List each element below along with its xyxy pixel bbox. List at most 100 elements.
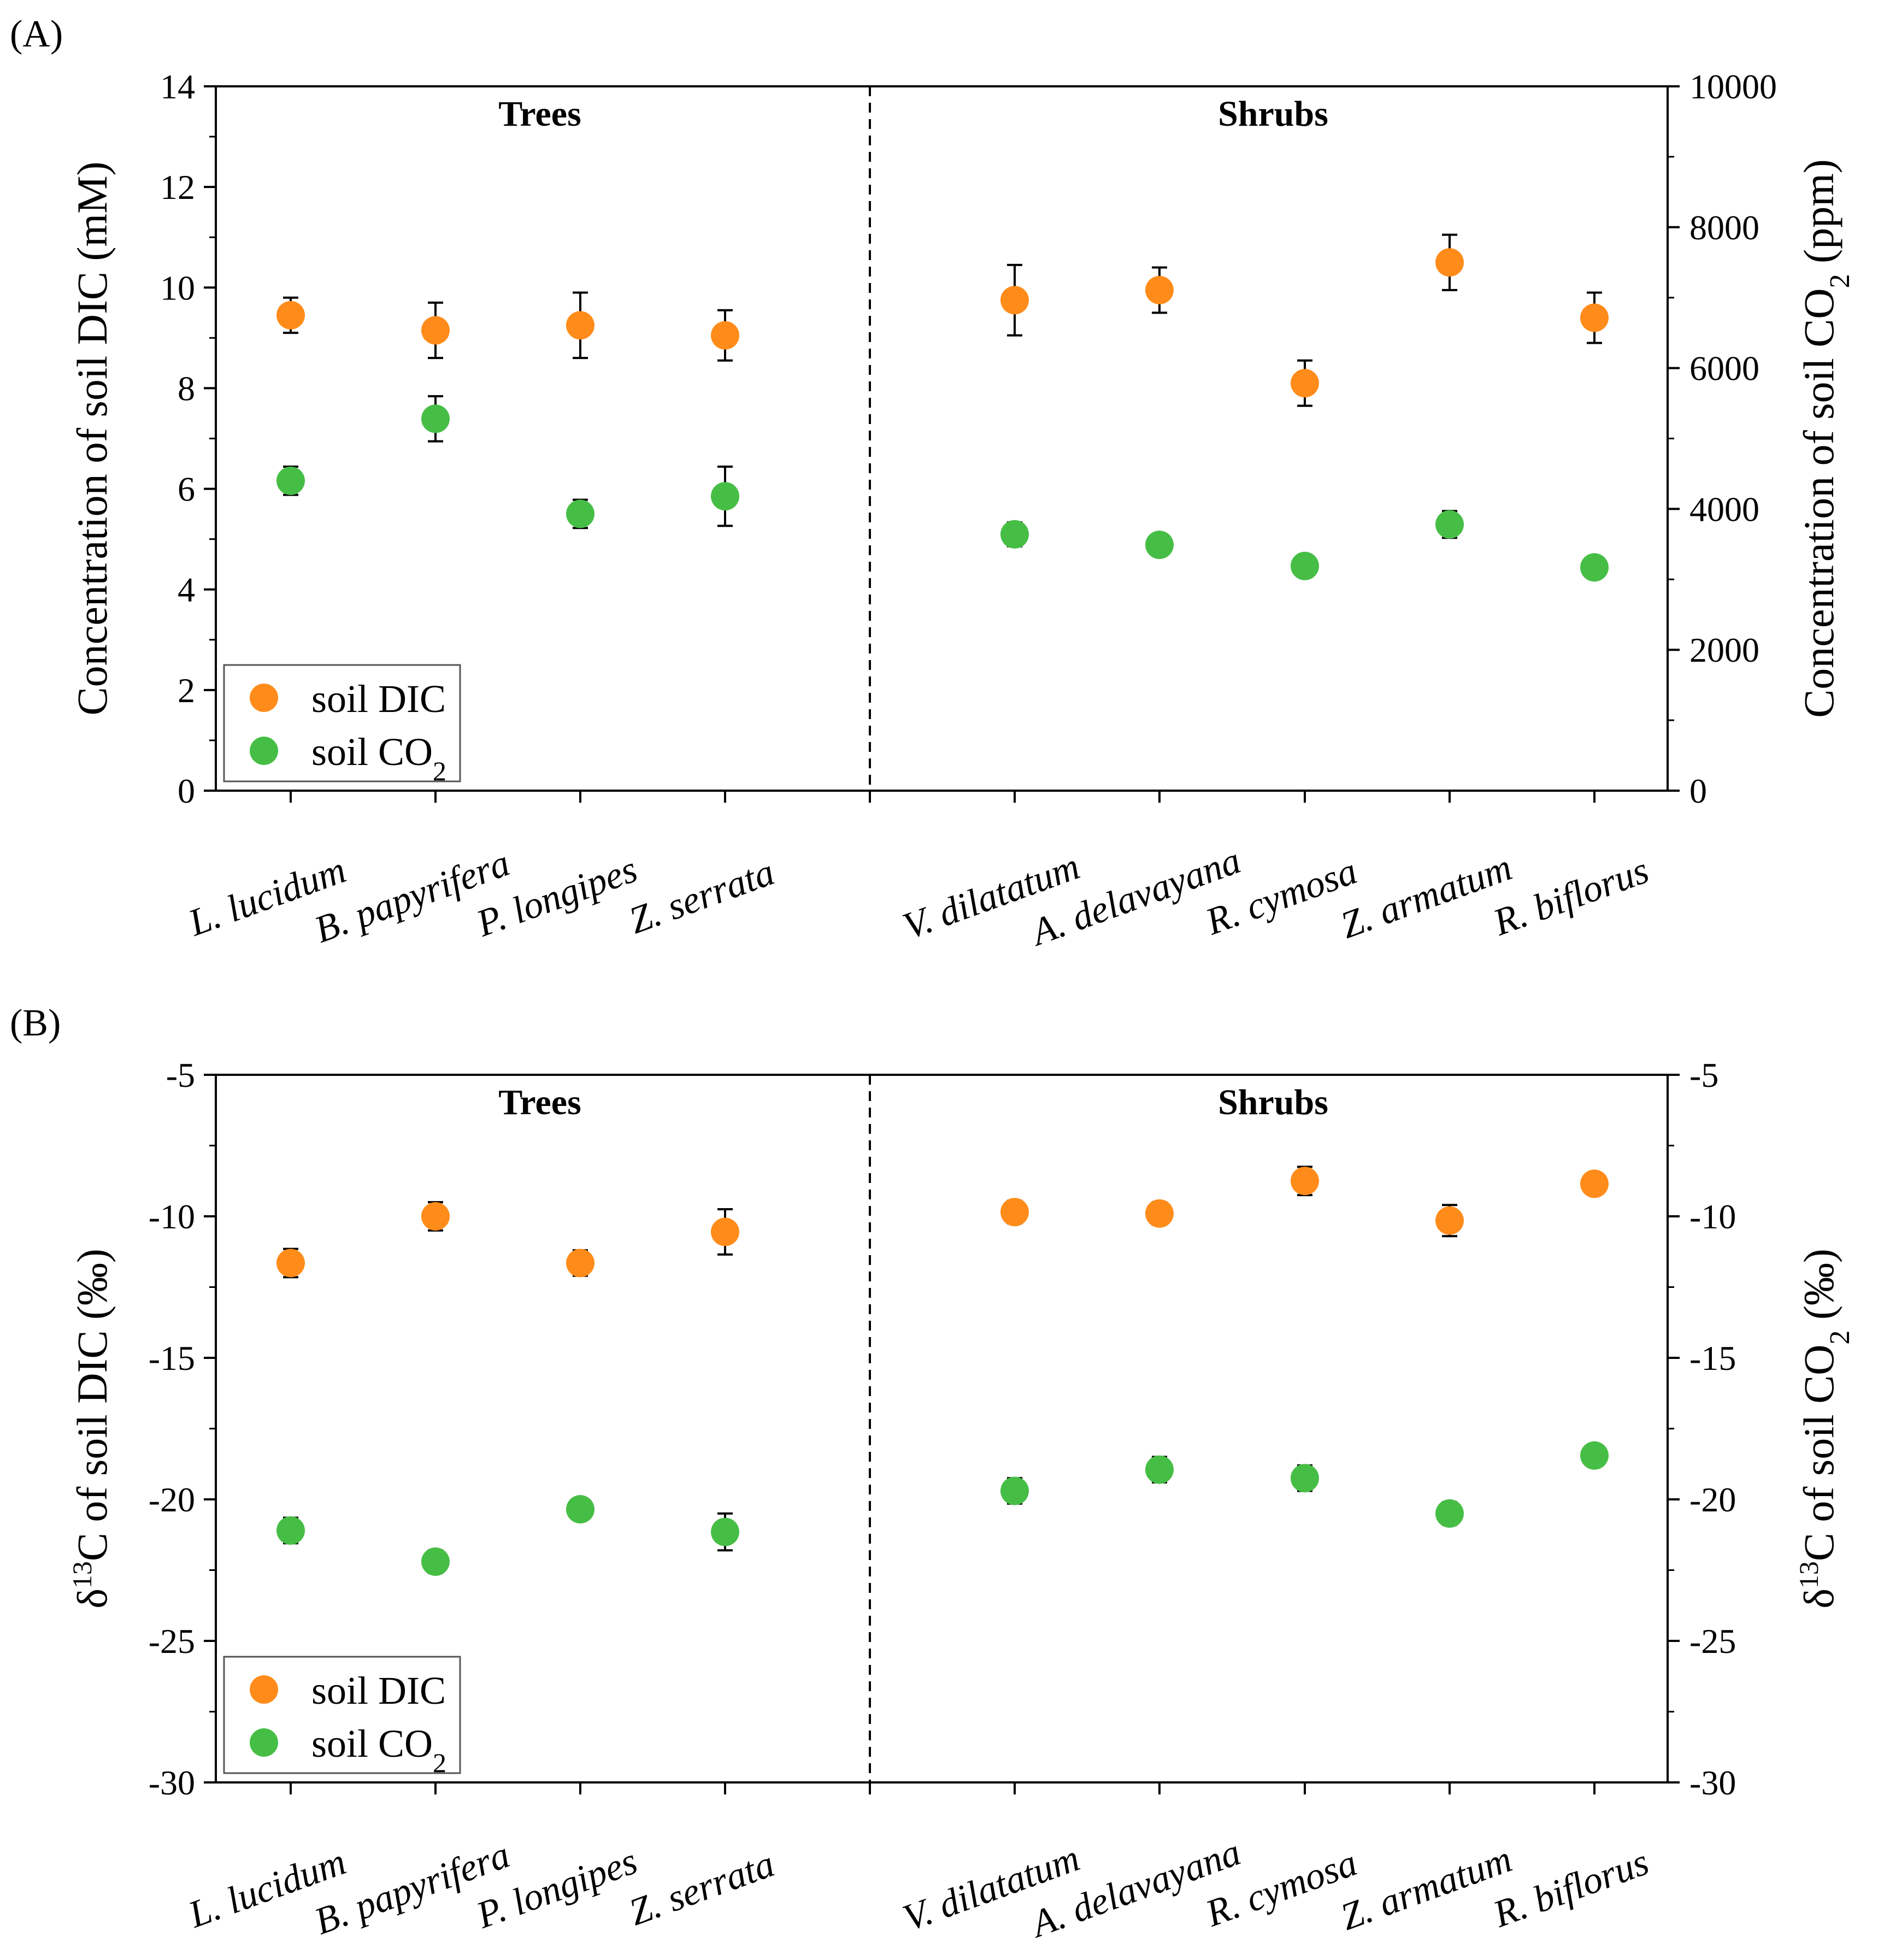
panel-label: (B) (10, 1002, 61, 1044)
group-label-trees: Trees (498, 1082, 581, 1122)
data-point (1435, 1499, 1464, 1528)
x-category-label: R. biflorus (1487, 849, 1654, 944)
data-point (1435, 1206, 1464, 1235)
y-tick-label-left: 6 (178, 470, 195, 509)
y-tick-label-left: 4 (178, 570, 195, 609)
y-tick-label-left: -10 (149, 1197, 195, 1236)
y-tick-label-right: -15 (1689, 1339, 1736, 1378)
data-point (566, 1249, 594, 1278)
data-point (1145, 531, 1174, 560)
data-point (1291, 551, 1319, 580)
data-point (711, 1517, 739, 1546)
y-tick-label-right: -30 (1689, 1763, 1736, 1802)
legend-label: soil DIC (311, 1669, 446, 1712)
data-point (711, 1217, 739, 1246)
data-point (566, 311, 594, 340)
group-label-trees: Trees (498, 94, 581, 134)
data-point (276, 466, 305, 495)
data-point (711, 482, 739, 511)
data-point (1580, 1169, 1609, 1198)
y-label-right-sub: 2 (1824, 274, 1856, 288)
legend-label: soil CO2 (311, 730, 446, 786)
data-point (1000, 286, 1029, 315)
y-tick-label-left: -25 (149, 1622, 195, 1661)
legend-label-main: soil DIC (311, 677, 446, 721)
y-label-right-sub: 2 (1824, 1331, 1856, 1345)
y-tick-label-left: -20 (149, 1480, 195, 1519)
data-point (421, 316, 450, 345)
y-tick-label-right: 0 (1689, 772, 1707, 810)
y-tick-label-right: 8000 (1689, 208, 1759, 247)
x-category-label: Z. serrata (623, 1843, 780, 1934)
data-point (421, 1202, 450, 1231)
y-tick-label-right: -10 (1689, 1197, 1736, 1236)
y-label-main: C of soil DIC (‰) (68, 1249, 116, 1561)
y-tick-label-right: -25 (1689, 1622, 1736, 1661)
y-label-right-sup: 13 (1793, 1561, 1824, 1588)
y-tick-label-left: 14 (160, 67, 195, 106)
data-point (276, 1249, 305, 1278)
data-point (566, 499, 594, 528)
x-category-label: R. biflorus (1487, 1841, 1654, 1936)
y-label-sup: 13 (67, 1561, 97, 1588)
legend-marker (250, 1675, 278, 1704)
data-point (1000, 1198, 1029, 1227)
data-point (1000, 520, 1029, 549)
data-point (1145, 275, 1174, 304)
legend-marker (250, 684, 278, 712)
y-label-right-pre: δ (1795, 1588, 1842, 1609)
y-tick-label-right: -5 (1689, 1056, 1718, 1094)
legend-label-main: soil CO (311, 1722, 433, 1765)
x-category-label: Z. armatum (1335, 1838, 1517, 1939)
y-axis-label-right: Concentration of soil CO2 (ppm) (1795, 159, 1856, 718)
panel-label: (A) (10, 13, 63, 55)
legend-label-sub: 2 (433, 756, 446, 786)
y-tick-label-left: 0 (178, 772, 195, 810)
y-tick-label-left: 10 (160, 268, 195, 307)
x-category-label: Z. serrata (623, 851, 780, 942)
y-label-pre: δ (68, 1588, 116, 1609)
data-point (1580, 553, 1609, 582)
y-tick-label-right: 10000 (1689, 67, 1777, 106)
legend-marker (250, 1728, 278, 1757)
data-point (421, 1547, 450, 1576)
data-point (1145, 1455, 1174, 1484)
data-point (421, 404, 450, 433)
data-point (1291, 369, 1319, 398)
legend-label: soil DIC (311, 677, 446, 721)
data-point (1580, 303, 1609, 332)
y-tick-label-left: 2 (178, 671, 195, 710)
data-point (566, 1495, 594, 1524)
data-point (1435, 510, 1464, 539)
group-label-shrubs: Shrubs (1218, 1082, 1328, 1122)
y-tick-label-right: 2000 (1689, 631, 1759, 669)
data-point (276, 301, 305, 329)
y-label-right-tail: (‰) (1795, 1249, 1842, 1330)
x-category-label: Z. armatum (1335, 846, 1517, 947)
data-point (711, 321, 739, 350)
panel-a: (A) Trees Shrubs 0 2 4 6 8 10 12 14 0 2000 4000 6000 80… (10, 13, 1856, 955)
group-label-shrubs: Shrubs (1218, 94, 1328, 134)
legend-label: soil CO2 (311, 1722, 446, 1778)
legend-marker (250, 737, 278, 765)
y-label-right-main: Concentration of soil CO (1795, 288, 1842, 717)
y-axis-label-left: Concentration of soil DIC (mM) (68, 162, 116, 716)
data-point (1000, 1476, 1029, 1505)
legend-label-main: soil CO (311, 730, 433, 774)
y-label-right-main: C of soil CO (1795, 1345, 1842, 1562)
data-point (1435, 248, 1464, 277)
y-axis-label-right: δ13C of soil CO2 (‰) (1793, 1249, 1856, 1609)
y-axis-label-left: δ13C of soil DIC (‰) (67, 1249, 116, 1609)
data-point (1291, 1464, 1319, 1493)
legend-label-sub: 2 (433, 1747, 446, 1778)
legend-label-main: soil DIC (311, 1669, 446, 1712)
y-tick-label-left: -5 (166, 1056, 195, 1094)
y-tick-label-left: -15 (149, 1339, 195, 1378)
y-tick-label-left: 12 (160, 168, 195, 207)
panel-b: (B) Trees Shrubs -30 -25 -20 -15 -10 -5 -30 -25 -20… (10, 1002, 1856, 1946)
y-tick-label-right: -20 (1689, 1480, 1736, 1519)
y-label-right-tail: (ppm) (1795, 159, 1842, 274)
y-tick-label-left: 8 (178, 369, 195, 408)
data-point (276, 1516, 305, 1545)
